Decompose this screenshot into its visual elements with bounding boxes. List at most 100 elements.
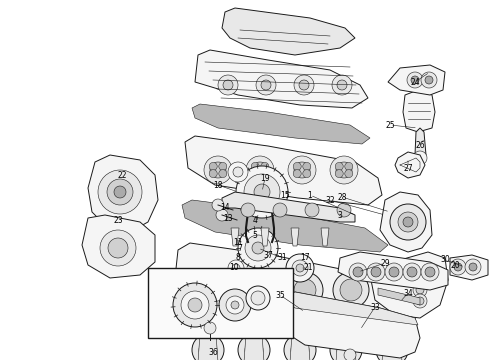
Polygon shape bbox=[380, 192, 432, 252]
Circle shape bbox=[337, 80, 347, 90]
Text: 32: 32 bbox=[325, 195, 335, 204]
Circle shape bbox=[303, 170, 311, 177]
Circle shape bbox=[413, 151, 427, 165]
Circle shape bbox=[218, 75, 238, 95]
Circle shape bbox=[416, 275, 424, 283]
Circle shape bbox=[303, 162, 311, 170]
Polygon shape bbox=[280, 292, 420, 358]
Circle shape bbox=[425, 267, 435, 277]
Circle shape bbox=[294, 162, 310, 178]
Circle shape bbox=[188, 298, 202, 312]
Circle shape bbox=[252, 242, 264, 254]
Circle shape bbox=[236, 166, 288, 218]
Circle shape bbox=[287, 272, 323, 308]
Circle shape bbox=[421, 72, 437, 88]
Polygon shape bbox=[282, 292, 418, 325]
Circle shape bbox=[450, 259, 466, 275]
Text: 24: 24 bbox=[410, 77, 420, 86]
Circle shape bbox=[299, 80, 309, 90]
Circle shape bbox=[335, 162, 343, 170]
Circle shape bbox=[251, 162, 259, 170]
Circle shape bbox=[413, 283, 427, 297]
Circle shape bbox=[241, 272, 277, 308]
Polygon shape bbox=[182, 200, 388, 252]
Polygon shape bbox=[185, 136, 382, 205]
Circle shape bbox=[389, 267, 399, 277]
Text: 26: 26 bbox=[415, 140, 425, 149]
Circle shape bbox=[251, 170, 259, 177]
Text: 20: 20 bbox=[450, 261, 460, 270]
Circle shape bbox=[425, 76, 433, 84]
Circle shape bbox=[100, 230, 136, 266]
Text: 34: 34 bbox=[403, 288, 413, 297]
Circle shape bbox=[349, 263, 367, 281]
Text: 15: 15 bbox=[280, 190, 290, 199]
Circle shape bbox=[261, 170, 269, 177]
Text: 8: 8 bbox=[236, 252, 241, 261]
Circle shape bbox=[416, 297, 424, 305]
Circle shape bbox=[353, 267, 363, 277]
Polygon shape bbox=[192, 104, 370, 144]
Circle shape bbox=[246, 156, 274, 184]
Circle shape bbox=[195, 272, 231, 308]
Circle shape bbox=[337, 341, 355, 359]
Text: 10: 10 bbox=[229, 262, 239, 271]
Text: 33: 33 bbox=[370, 302, 380, 311]
Polygon shape bbox=[403, 90, 435, 132]
Circle shape bbox=[293, 162, 301, 170]
Circle shape bbox=[416, 286, 424, 294]
Text: 35: 35 bbox=[275, 291, 285, 300]
Text: 23: 23 bbox=[113, 216, 123, 225]
Text: 1: 1 bbox=[308, 190, 313, 199]
Polygon shape bbox=[290, 334, 310, 360]
Circle shape bbox=[390, 204, 426, 240]
Circle shape bbox=[335, 170, 343, 177]
Circle shape bbox=[245, 341, 263, 359]
Circle shape bbox=[248, 279, 270, 301]
Text: 11: 11 bbox=[233, 238, 243, 247]
Circle shape bbox=[209, 162, 217, 170]
Circle shape bbox=[219, 170, 227, 177]
Circle shape bbox=[199, 341, 217, 359]
Polygon shape bbox=[222, 192, 355, 222]
Circle shape bbox=[284, 334, 316, 360]
Polygon shape bbox=[382, 334, 402, 360]
Circle shape bbox=[238, 334, 270, 360]
Circle shape bbox=[273, 203, 287, 217]
Circle shape bbox=[114, 186, 126, 198]
Circle shape bbox=[292, 260, 308, 276]
Text: 25: 25 bbox=[385, 121, 395, 130]
Circle shape bbox=[416, 264, 424, 272]
Circle shape bbox=[337, 203, 351, 217]
Circle shape bbox=[223, 80, 233, 90]
Circle shape bbox=[228, 260, 244, 276]
Circle shape bbox=[181, 291, 209, 319]
Circle shape bbox=[403, 217, 413, 227]
Circle shape bbox=[413, 261, 427, 275]
Circle shape bbox=[371, 267, 381, 277]
Bar bbox=[148, 268, 293, 338]
Circle shape bbox=[202, 279, 224, 301]
Circle shape bbox=[411, 76, 419, 84]
Circle shape bbox=[383, 341, 401, 359]
Circle shape bbox=[251, 291, 265, 305]
Polygon shape bbox=[261, 228, 269, 246]
Text: 28: 28 bbox=[337, 193, 347, 202]
Circle shape bbox=[245, 235, 271, 261]
Polygon shape bbox=[231, 228, 239, 246]
Circle shape bbox=[238, 228, 278, 268]
Circle shape bbox=[294, 279, 316, 301]
Circle shape bbox=[232, 264, 240, 272]
Text: 3: 3 bbox=[338, 211, 343, 220]
Circle shape bbox=[210, 162, 226, 178]
Circle shape bbox=[330, 334, 362, 360]
Circle shape bbox=[261, 162, 269, 170]
Polygon shape bbox=[336, 334, 356, 360]
Circle shape bbox=[376, 334, 408, 360]
Circle shape bbox=[385, 263, 403, 281]
Circle shape bbox=[233, 167, 243, 177]
Circle shape bbox=[256, 75, 276, 95]
Text: 27: 27 bbox=[403, 163, 413, 172]
Polygon shape bbox=[291, 228, 299, 246]
Circle shape bbox=[421, 263, 439, 281]
